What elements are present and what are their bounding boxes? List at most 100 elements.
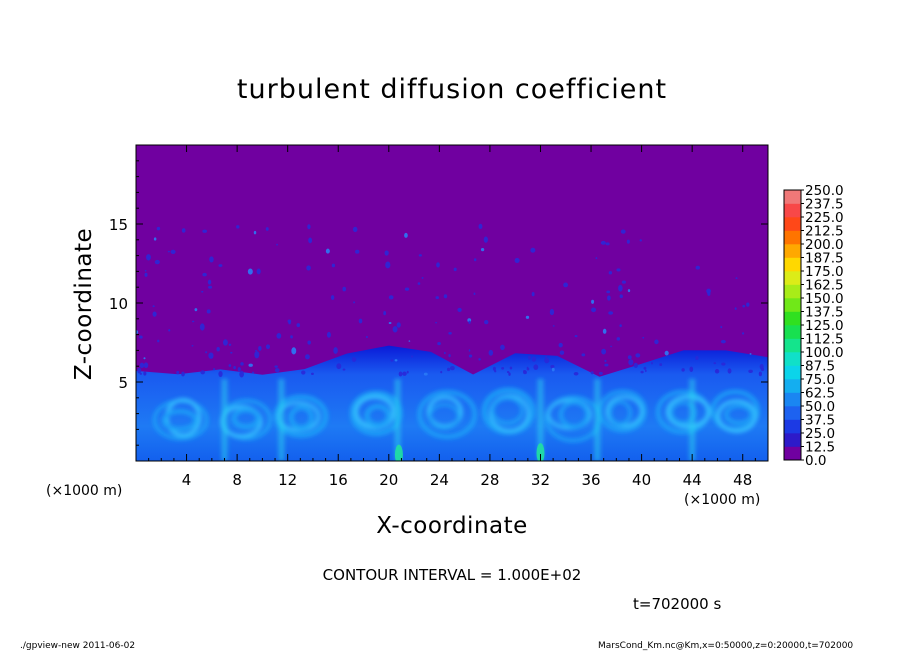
speck (721, 362, 726, 366)
speck (248, 363, 253, 367)
speck (253, 230, 257, 235)
speck (734, 307, 737, 310)
colorbar-cell (784, 271, 801, 285)
speck (291, 347, 297, 355)
speck (411, 355, 413, 358)
speck (746, 302, 750, 307)
speck (406, 370, 409, 374)
speck (139, 335, 143, 339)
colorbar-label: 0.0 (805, 453, 826, 469)
eddy-ring (665, 394, 711, 429)
speck (388, 295, 394, 300)
speck (449, 365, 455, 371)
speck (276, 333, 282, 339)
eddy-ring (288, 405, 315, 431)
speck (152, 305, 155, 308)
speck (618, 284, 623, 292)
colorbar-cell (784, 284, 801, 299)
speck (276, 243, 278, 246)
colorbar-cell (784, 406, 801, 420)
speck (604, 359, 607, 363)
colorbar-label: 250.0 (805, 183, 844, 199)
speck (501, 366, 505, 370)
speck (136, 330, 139, 335)
colorbar-label: 162.5 (805, 278, 844, 294)
speck (137, 367, 142, 374)
speck (228, 343, 232, 346)
speck (408, 340, 411, 342)
speck (508, 372, 511, 376)
colorbar-label: 150.0 (805, 291, 844, 307)
speck (552, 325, 555, 327)
speck (604, 363, 609, 367)
speck (544, 357, 550, 364)
speck (207, 279, 212, 285)
speck (605, 242, 610, 246)
speck (336, 363, 342, 370)
speck (602, 328, 607, 334)
speck (333, 347, 338, 354)
speck (168, 329, 171, 332)
speck (595, 257, 598, 260)
speck (478, 223, 483, 230)
speck (619, 324, 622, 328)
speck (549, 309, 555, 316)
speck (306, 265, 311, 271)
colorbar-cell (784, 446, 801, 461)
speck (473, 258, 477, 262)
speck (446, 367, 451, 372)
speck (626, 239, 630, 244)
speck (742, 304, 746, 308)
speck (236, 225, 240, 229)
speck (558, 342, 563, 348)
speck (326, 331, 331, 338)
colorbar-label: 200.0 (805, 237, 844, 253)
colorbar-label: 175.0 (805, 264, 844, 280)
speck (644, 369, 647, 373)
contour-interval-text: CONTOUR INTERVAL = 1.000E+02 (322, 566, 582, 584)
speck (392, 326, 398, 333)
speck (606, 290, 611, 294)
colorbar-label: 75.0 (805, 372, 835, 388)
plot-area (135, 144, 769, 462)
speck (591, 299, 595, 304)
speck (265, 344, 271, 350)
speck (305, 354, 310, 360)
y-tick-label: 15 (109, 216, 128, 234)
speck (222, 339, 228, 346)
speck (448, 354, 451, 358)
colorbar-cell (784, 419, 801, 434)
eddy-ring (273, 394, 329, 438)
colorbar: 0.012.525.037.550.062.575.087.5100.0112.… (783, 183, 844, 469)
colorbar-cell (784, 257, 801, 272)
speck (551, 367, 555, 372)
plume-streak (278, 378, 285, 461)
speck (642, 336, 645, 339)
speck (152, 311, 157, 317)
colorbar-label: 87.5 (805, 359, 835, 375)
speck (191, 345, 194, 347)
speck (531, 292, 535, 297)
x-tick-label: 48 (733, 471, 752, 489)
speck (468, 354, 473, 358)
speck (251, 371, 255, 374)
speck (748, 369, 753, 374)
speck (758, 371, 763, 377)
eddy-ring (426, 395, 463, 429)
speck (388, 321, 392, 325)
speck (714, 369, 720, 374)
speck (720, 339, 726, 344)
speck (559, 350, 565, 355)
speck (202, 229, 208, 233)
plume-streak (537, 378, 544, 461)
surface-core (536, 443, 545, 461)
speck (404, 287, 410, 291)
footer-right-text: MarsCond_Km.nc@Km,x=0:50000,z=0:20000,t=… (598, 641, 854, 651)
speck (265, 227, 269, 231)
time-label: t=702000 s (633, 595, 722, 613)
colorbar-cell (784, 338, 801, 353)
speck (201, 290, 204, 293)
eddy-ring (489, 394, 530, 433)
speck (590, 371, 594, 375)
